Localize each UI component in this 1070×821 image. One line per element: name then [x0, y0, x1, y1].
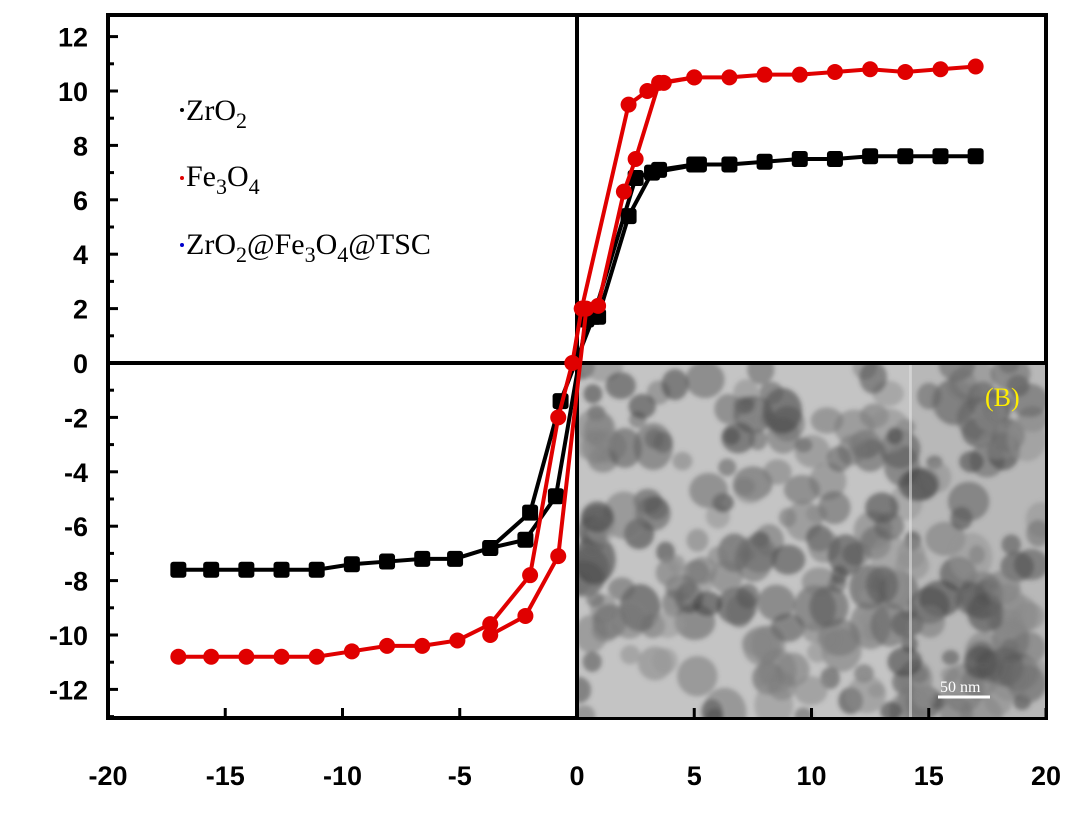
legend-marker-zro2 [180, 108, 184, 112]
x-tick-label: -15 [206, 761, 245, 791]
data-point [690, 156, 707, 173]
data-point [721, 69, 738, 86]
data-point [756, 153, 773, 170]
data-point [897, 148, 914, 165]
x-tick-label: 10 [796, 761, 826, 791]
tem-inset-image [579, 365, 1045, 717]
y-tick-label: 8 [73, 131, 88, 161]
data-point [238, 561, 255, 578]
data-point [273, 561, 290, 578]
y-tick-label: 12 [58, 23, 88, 53]
data-point [547, 488, 564, 505]
y-tick-label: 4 [73, 240, 88, 270]
data-point [686, 69, 703, 86]
legend-label-zro2: ZrO2 [186, 94, 247, 133]
y-tick-label: 6 [73, 186, 88, 216]
data-point [932, 61, 949, 78]
data-point [343, 556, 360, 573]
data-point [238, 648, 255, 665]
y-tick-label: -4 [64, 458, 88, 488]
data-point [644, 164, 661, 181]
series-fe3o4 [170, 58, 984, 665]
data-point [615, 183, 632, 200]
y-tick-label: 2 [73, 295, 88, 325]
legend-label-composite: ZrO2@Fe3O4@TSC [186, 228, 431, 267]
data-point [620, 208, 637, 225]
data-point [522, 504, 539, 521]
data-point [564, 355, 581, 371]
data-point [590, 297, 607, 314]
data-point [517, 531, 534, 548]
data-point [414, 637, 431, 654]
data-point [522, 567, 539, 584]
data-point [862, 61, 879, 78]
data-point [482, 539, 499, 556]
data-point [343, 643, 360, 660]
x-tick-label: 0 [569, 761, 584, 791]
x-tick-label: 15 [914, 761, 944, 791]
data-point [791, 66, 808, 83]
y-tick-label: 10 [58, 77, 88, 107]
data-point [273, 648, 290, 665]
x-tick-label: 5 [687, 761, 702, 791]
data-point [756, 66, 773, 83]
scale-bar-label: 50 nm [940, 679, 981, 696]
y-tick-label: -8 [64, 567, 88, 597]
y-tick-label: -12 [49, 675, 88, 705]
x-tick-label: -5 [448, 761, 472, 791]
data-point [482, 627, 499, 643]
data-point [414, 550, 431, 567]
data-point [379, 553, 396, 570]
data-point [967, 58, 984, 75]
data-point [826, 63, 843, 80]
data-point [651, 74, 668, 91]
data-point [620, 96, 637, 113]
data-point [447, 550, 464, 567]
data-point [932, 148, 949, 165]
data-point [897, 63, 914, 80]
data-point [517, 607, 534, 624]
data-point [639, 83, 656, 99]
legend: ZrO2 Fe3O4 ZrO2@Fe3O4@TSC [175, 85, 490, 280]
y-tick-label: -6 [64, 512, 88, 542]
legend-label-fe3o4: Fe3O4 [186, 160, 260, 199]
data-point [308, 648, 325, 665]
data-point [449, 632, 466, 649]
data-point [721, 156, 738, 173]
legend-marker-fe3o4 [180, 176, 184, 180]
data-point [627, 151, 644, 167]
data-point [862, 148, 879, 165]
data-point [550, 548, 567, 565]
data-point [203, 561, 220, 578]
legend-box [175, 85, 490, 280]
data-point [791, 151, 808, 167]
x-tick-label: 20 [1031, 761, 1061, 791]
data-point [967, 148, 984, 165]
legend-marker-composite [180, 243, 184, 247]
inset-label: (B) [985, 383, 1020, 412]
data-point [203, 648, 220, 665]
data-point [550, 409, 567, 426]
y-tick-label: 0 [73, 349, 88, 379]
x-tick-label: -10 [323, 761, 362, 791]
data-point [170, 561, 187, 578]
data-point [379, 637, 396, 654]
data-point [308, 561, 325, 578]
y-tick-label: -10 [49, 621, 88, 651]
y-tick-label: -2 [64, 403, 88, 433]
x-tick-label: -20 [88, 761, 127, 791]
data-point [170, 648, 187, 665]
data-point [826, 151, 843, 167]
